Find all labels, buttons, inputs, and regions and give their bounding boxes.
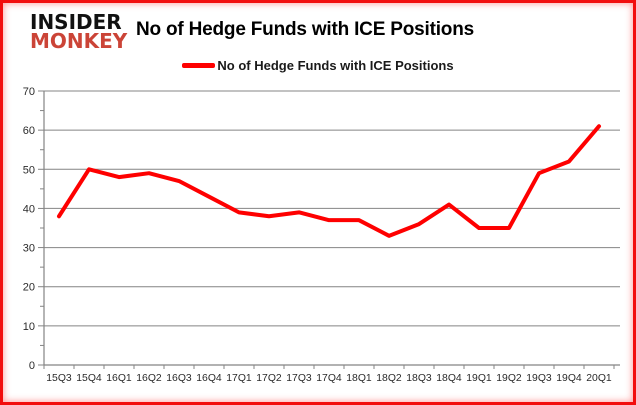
logo-monkey-text: MONKEY (30, 29, 128, 53)
y-tick-label: 30 (23, 243, 35, 255)
legend-label: No of Hedge Funds with ICE Positions (217, 58, 454, 73)
y-tick-label: 20 (23, 282, 35, 294)
legend-line-swatch (182, 63, 216, 68)
x-tick-label: 16Q4 (196, 373, 222, 384)
insider-monkey-logo: INSIDER MONKEY (30, 10, 128, 53)
x-tick-label: 20Q1 (586, 373, 612, 384)
x-tick-label: 18Q3 (406, 373, 432, 384)
x-tick-label: 16Q3 (166, 373, 192, 384)
series-line (57, 124, 601, 238)
chart-canvas: 0 10 20 30 40 50 60 70 15Q3 15Q4 16Q1 16Q2 16Q3 16Q4 1… (23, 86, 620, 384)
x-tick-label: 19Q1 (466, 373, 492, 384)
x-tick-label: 18Q4 (436, 373, 462, 384)
x-tick-label: 15Q3 (46, 373, 72, 384)
y-tick-label: 50 (23, 164, 35, 176)
x-tick-label: 19Q4 (556, 373, 582, 384)
x-tick-label: 17Q1 (226, 373, 252, 384)
y-tick-label: 60 (23, 125, 35, 137)
y-tick-label: 0 (29, 360, 35, 372)
logo-insider-text: INSIDER (30, 10, 122, 34)
x-tick-label: 19Q3 (526, 373, 552, 384)
x-tick-label: 17Q2 (256, 373, 282, 384)
x-tick-label: 16Q1 (106, 373, 132, 384)
x-tick-label: 15Q4 (76, 373, 102, 384)
y-tick-label: 40 (23, 203, 35, 215)
y-tick-label: 70 (23, 86, 35, 98)
legend: No of Hedge Funds with ICE Positions (3, 58, 633, 73)
x-tick-label: 16Q2 (136, 373, 162, 384)
x-tick-label: 18Q1 (346, 373, 372, 384)
y-tick-label: 10 (23, 321, 35, 333)
x-tick-label: 19Q2 (496, 373, 522, 384)
x-tick-label: 17Q4 (316, 373, 342, 384)
x-tick-label: 18Q2 (376, 373, 402, 384)
chart-title: No of Hedge Funds with ICE Positions (136, 19, 474, 40)
x-tick-label: 17Q3 (286, 373, 312, 384)
